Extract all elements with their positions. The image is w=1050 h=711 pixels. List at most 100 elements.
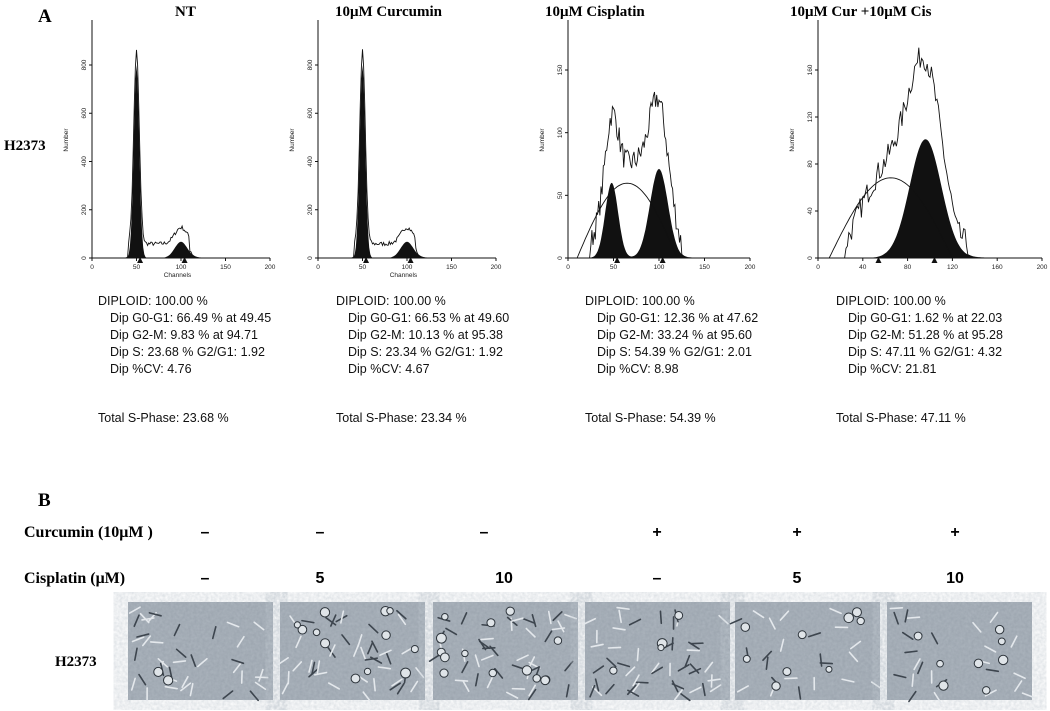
cell (889, 607, 904, 610)
cell (181, 675, 189, 689)
cell (984, 689, 997, 697)
cell (480, 654, 494, 661)
cell (689, 663, 700, 674)
cell (985, 668, 1000, 673)
x-tick-label: 150 (699, 264, 710, 271)
y-tick-label: 40 (807, 207, 814, 215)
cell (564, 660, 574, 672)
cell (131, 636, 145, 643)
cell (308, 659, 313, 673)
cell (368, 623, 379, 634)
condition-value: 10 (946, 570, 964, 587)
panel-title: 10μM Cur +10μM Cis (790, 4, 932, 20)
cell (625, 666, 636, 677)
round-cell (486, 618, 496, 628)
cell (173, 623, 181, 637)
cell (254, 681, 267, 691)
cell (133, 614, 140, 628)
condition-value: 5 (316, 570, 325, 587)
y-tick-label: 200 (81, 204, 88, 215)
cell (913, 658, 921, 671)
round-cell (381, 630, 391, 640)
cell (930, 632, 939, 645)
round-cell (981, 686, 991, 695)
stat-line: Dip G0-G1: 1.62 % at 22.03 (848, 311, 1002, 325)
cell (136, 633, 150, 638)
round-cell (856, 616, 865, 626)
x-tick-label: 200 (1037, 264, 1048, 271)
cell (762, 650, 773, 661)
cell (141, 635, 152, 647)
stat-line: Dip G2-M: 33.24 % at 95.60 (597, 328, 752, 342)
cell (765, 656, 769, 670)
micrograph (887, 602, 1035, 704)
round-cell (410, 645, 419, 654)
cell (689, 686, 702, 694)
cell (632, 674, 640, 687)
round-cell (320, 638, 331, 649)
cell (701, 682, 706, 697)
micrograph (277, 602, 425, 703)
cell (196, 657, 208, 668)
cell (313, 671, 328, 676)
cell (659, 610, 663, 625)
cell (325, 616, 337, 626)
round-cell (319, 607, 331, 618)
cell (904, 609, 909, 623)
round-cell (825, 665, 833, 673)
cell (564, 613, 578, 620)
panel-label: B (38, 490, 51, 511)
cell (474, 673, 479, 687)
cell (341, 634, 351, 646)
stat-line: Dip G2-M: 51.28 % at 95.28 (848, 328, 1003, 342)
cell (779, 638, 785, 652)
panel-title: 10μM Curcumin (335, 4, 443, 20)
x-tick-label: 0 (316, 264, 320, 271)
cell (906, 616, 921, 619)
x-tick-label: 160 (992, 264, 1003, 271)
cell (565, 684, 570, 698)
cell (454, 679, 469, 682)
round-cell (782, 667, 792, 677)
condition-value: – (653, 570, 662, 587)
y-axis-label: Number (539, 128, 546, 152)
stat-line: Dip G0-G1: 66.49 % at 49.45 (110, 311, 271, 325)
cell (544, 630, 553, 643)
x-tick-label: 50 (133, 264, 141, 271)
stat-line: DIPLOID: 100.00 % (336, 294, 446, 308)
cell (674, 689, 683, 701)
cell (353, 644, 360, 657)
y-tick-label: 150 (557, 64, 564, 75)
round-cell (293, 621, 301, 629)
cell (360, 646, 366, 660)
cell (671, 680, 679, 693)
round-cell (532, 674, 542, 683)
cell (292, 661, 303, 672)
round-cell (441, 613, 449, 621)
x-tick-label: 0 (566, 264, 570, 271)
cell (311, 661, 316, 675)
cell (327, 682, 341, 690)
condition-value: – (480, 524, 489, 541)
stat-line: DIPLOID: 100.00 % (836, 294, 946, 308)
y-axis-label: Number (289, 128, 296, 152)
histogram-outline (318, 49, 496, 259)
cell (635, 681, 649, 684)
round-cell (488, 668, 497, 678)
round-cell (521, 665, 533, 676)
cell (379, 649, 392, 656)
cell (594, 678, 600, 692)
round-cell (153, 666, 164, 677)
y-tick-label: 0 (81, 256, 88, 260)
stat-line: Dip S: 47.11 % G2/G1: 4.32 (848, 345, 1002, 359)
cell (989, 611, 999, 623)
cell (149, 641, 164, 644)
stat-line: Dip G0-G1: 66.53 % at 49.60 (348, 311, 509, 325)
cell (308, 668, 319, 678)
cell (190, 654, 197, 667)
cell (516, 654, 529, 662)
cell (410, 680, 419, 693)
cell (908, 690, 917, 703)
histogram-fill (92, 65, 270, 258)
